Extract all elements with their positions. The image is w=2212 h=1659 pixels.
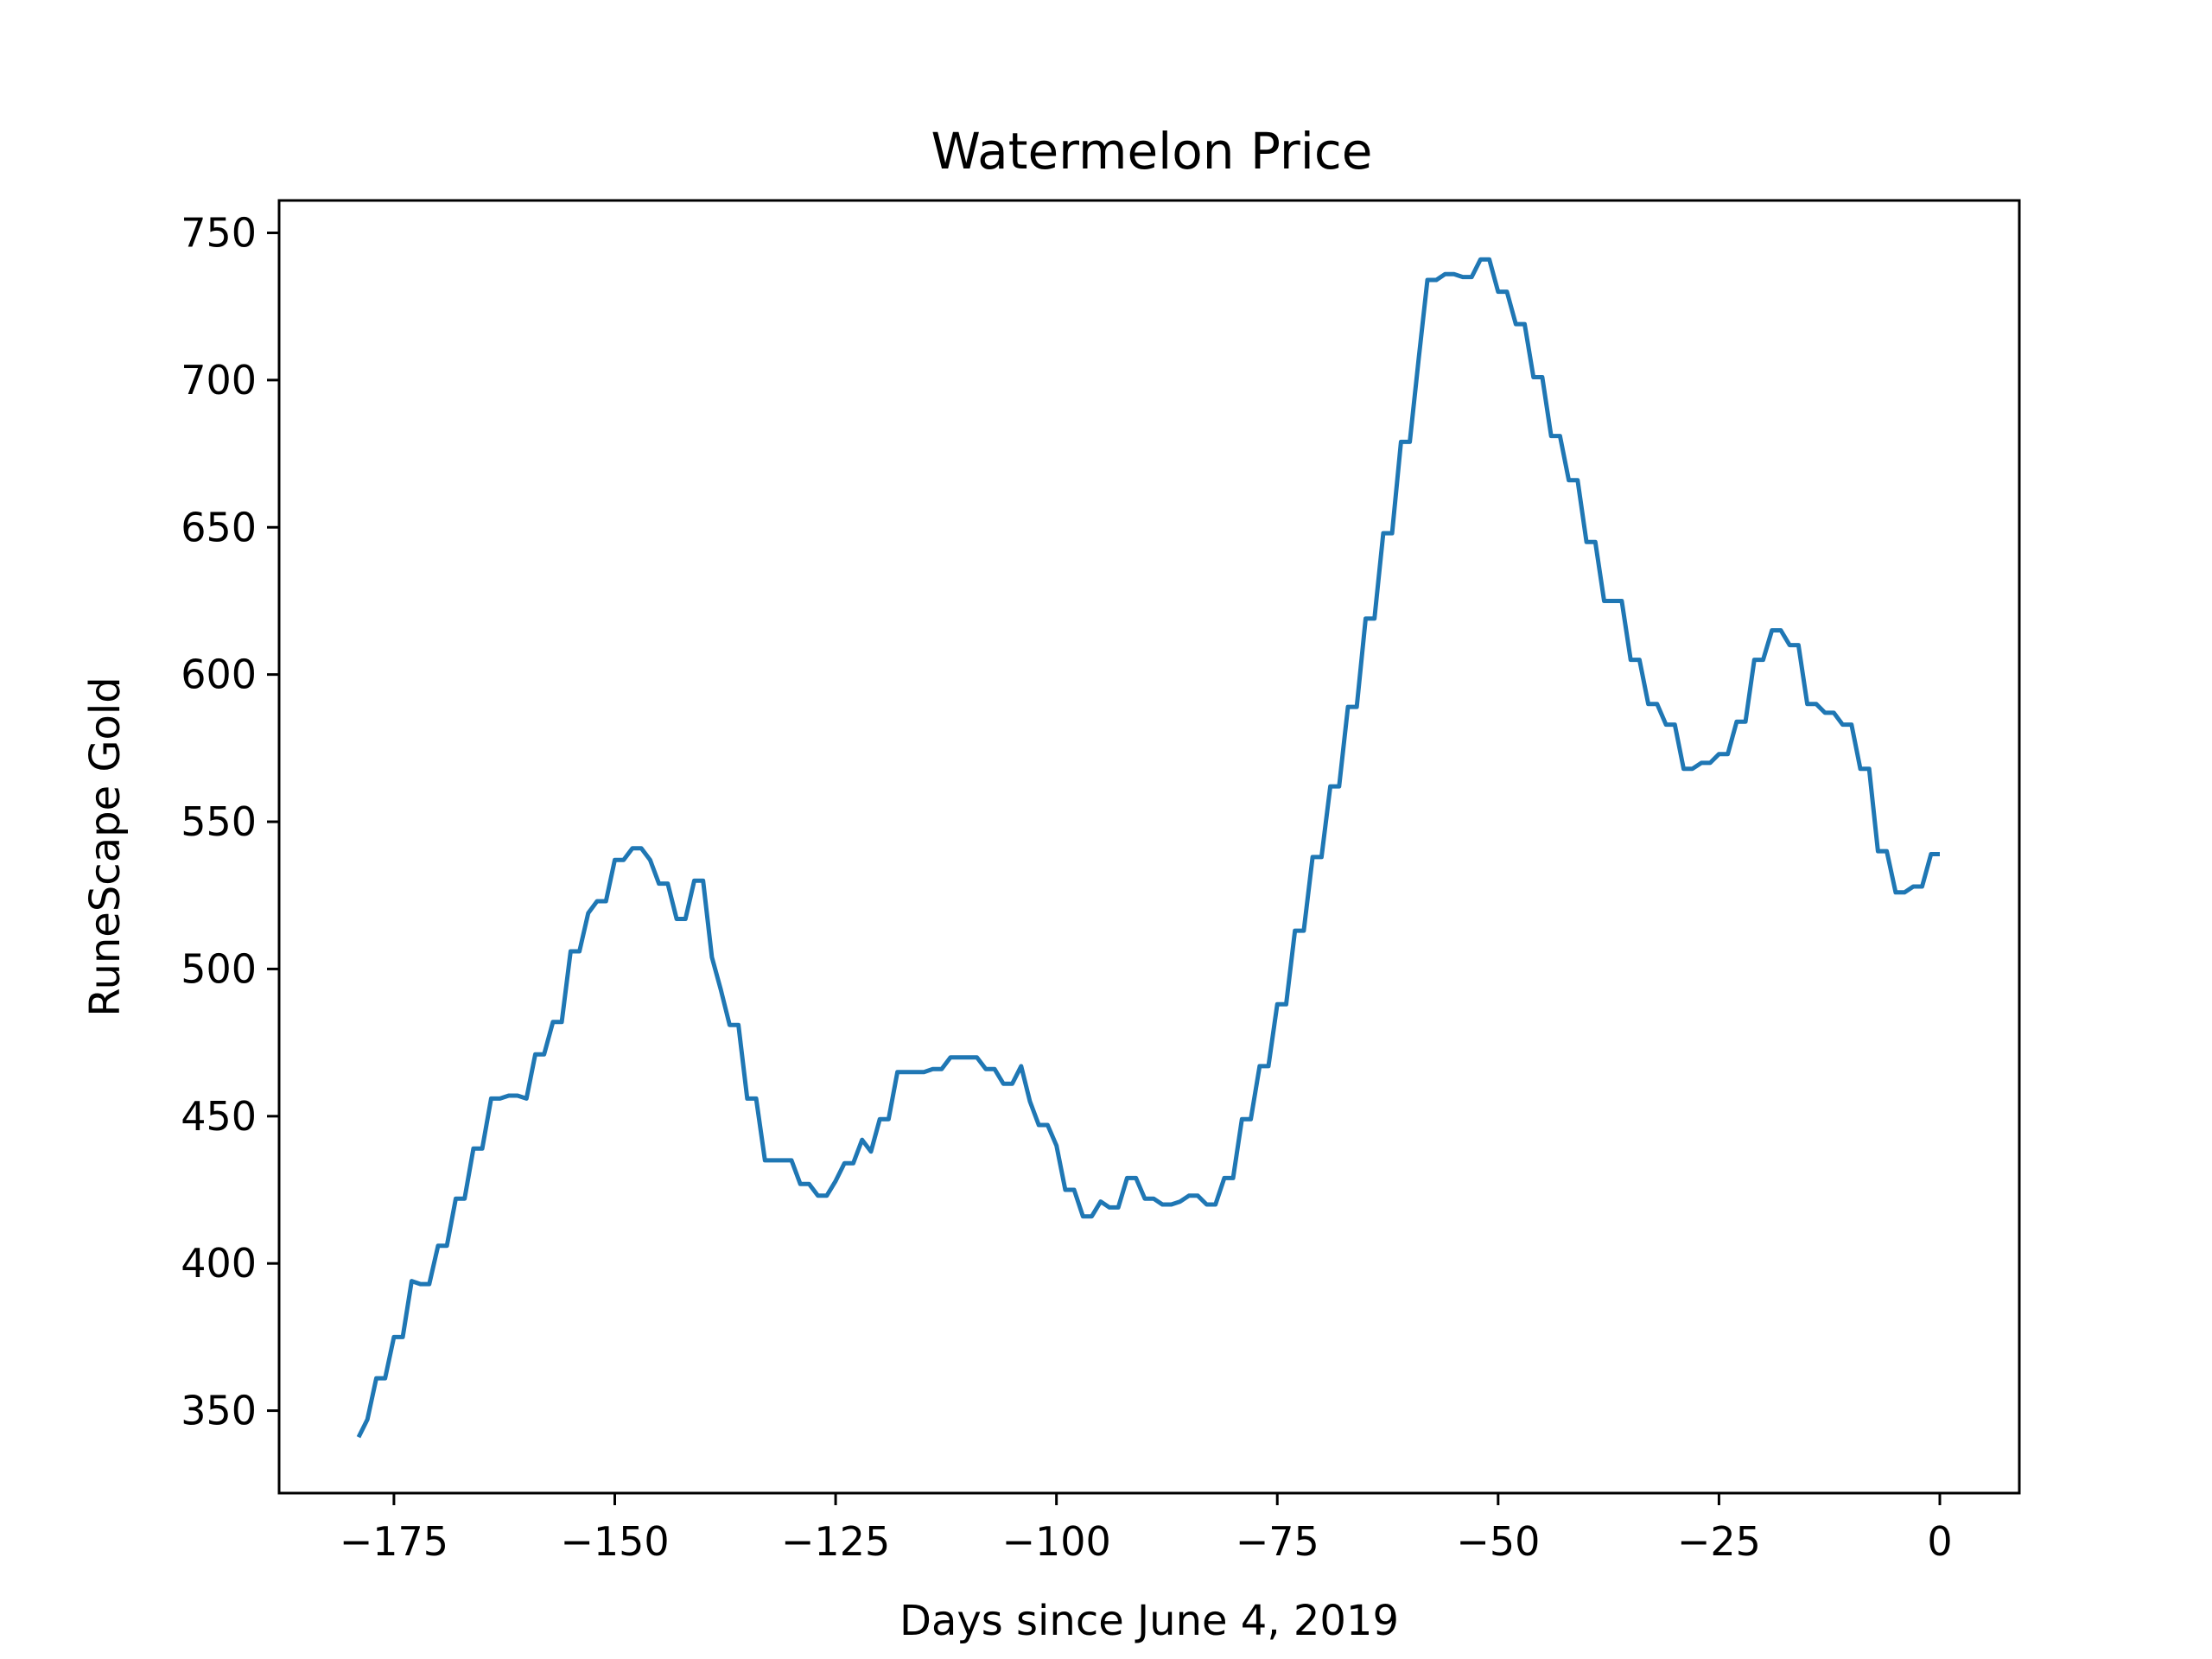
plot-frame bbox=[277, 199, 2021, 1495]
y-tick-label: 500 bbox=[181, 945, 257, 992]
x-tick-label: −150 bbox=[560, 1518, 669, 1565]
x-tick-label: −125 bbox=[781, 1518, 890, 1565]
y-tick-label: 700 bbox=[181, 357, 257, 404]
x-tick-label: −75 bbox=[1236, 1518, 1319, 1565]
y-tick-label: 400 bbox=[181, 1240, 257, 1287]
x-tick-label: −50 bbox=[1456, 1518, 1540, 1565]
x-axis-label: Days since June 4, 2019 bbox=[899, 1597, 1399, 1645]
y-axis: 350 400 450 500 550 600 650 700 750 bbox=[181, 209, 279, 1434]
x-axis: −175 −150 −125 −100 −75 −50 −25 0 bbox=[340, 1493, 1953, 1565]
y-tick-label: 750 bbox=[181, 209, 257, 256]
x-tick-label: −100 bbox=[1001, 1518, 1110, 1565]
x-tick-label: −25 bbox=[1677, 1518, 1761, 1565]
plot-area bbox=[356, 257, 1940, 1439]
y-tick-label: 550 bbox=[181, 798, 257, 845]
chart-title: Watermelon Price bbox=[931, 122, 1373, 181]
series-line bbox=[356, 257, 1940, 1439]
y-tick-label: 450 bbox=[181, 1093, 257, 1140]
y-tick-label: 350 bbox=[181, 1388, 257, 1434]
y-tick-label: 650 bbox=[181, 504, 257, 550]
y-axis-label: RuneScape Gold bbox=[81, 677, 130, 1016]
x-tick-label: 0 bbox=[1927, 1518, 1952, 1565]
x-tick-label: −175 bbox=[340, 1518, 448, 1565]
y-tick-label: 600 bbox=[181, 652, 257, 698]
